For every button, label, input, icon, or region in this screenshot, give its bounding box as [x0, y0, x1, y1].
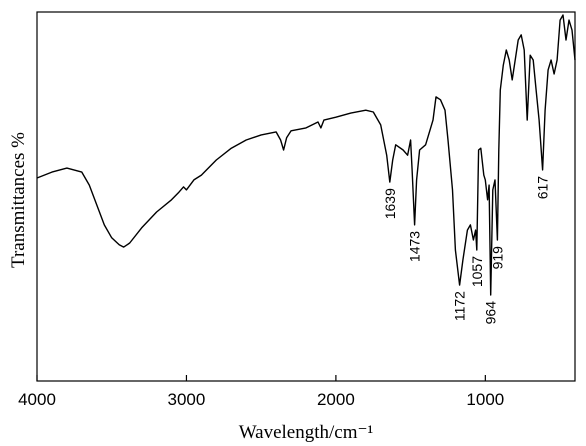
peak-label: 919 [489, 246, 505, 270]
peak-label: 617 [535, 176, 551, 200]
spectrum-line [36, 14, 576, 296]
peak-label: 1057 [469, 256, 485, 287]
plot-frame [36, 11, 576, 382]
y-axis-title: Transmittances % [8, 132, 29, 268]
x-tick-label: 4000 [18, 390, 56, 409]
x-tick-label: 3000 [168, 390, 206, 409]
x-tick-label: 1000 [466, 390, 504, 409]
peak-label: 964 [483, 301, 499, 325]
x-tick-label: 2000 [317, 390, 355, 409]
peak-label: 1639 [382, 188, 398, 219]
peak-label: 1172 [452, 291, 468, 321]
x-axis-title: Wavelength/cm⁻¹ [239, 422, 374, 443]
peak-label: 1473 [407, 231, 423, 262]
